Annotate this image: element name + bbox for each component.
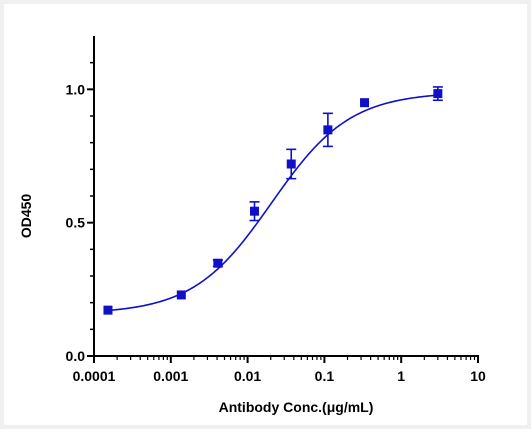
dose-response-chart: 0.0 0.5 1.0 0.0001 0.001 0.01 0.1 1 10 Antibody …	[18, 36, 486, 415]
y-tick-label: 0.0	[66, 348, 86, 364]
x-axis-title: Antibody Conc.(μg/mL)	[219, 399, 374, 415]
fit-curve-group	[107, 94, 438, 312]
data-point	[360, 98, 370, 108]
y-tick-label: 0.5	[66, 215, 86, 231]
data-point	[433, 89, 443, 99]
data-point	[323, 125, 333, 135]
data-point	[286, 159, 296, 169]
axes	[93, 36, 479, 357]
data-point	[250, 206, 260, 216]
data-point	[103, 305, 113, 315]
chart-frame: 0.0 0.5 1.0 0.0001 0.001 0.01 0.1 1 10 Antibody …	[4, 4, 527, 425]
fit-curve	[107, 94, 438, 312]
x-tick-label: 0.001	[153, 368, 188, 384]
ticks: 0.0 0.5 1.0 0.0001 0.001 0.01 0.1 1 10	[66, 61, 486, 384]
y-tick-label: 1.0	[66, 81, 86, 97]
x-tick-label: 0.1	[315, 368, 335, 384]
x-tick-label: 1	[397, 368, 405, 384]
x-tick-label: 10	[470, 368, 486, 384]
data-points	[103, 86, 443, 315]
data-point	[213, 258, 223, 268]
y-axis-title: OD450	[18, 194, 34, 239]
data-point	[176, 290, 186, 300]
x-tick-label: 0.01	[234, 368, 261, 384]
x-tick-label: 0.0001	[73, 368, 116, 384]
